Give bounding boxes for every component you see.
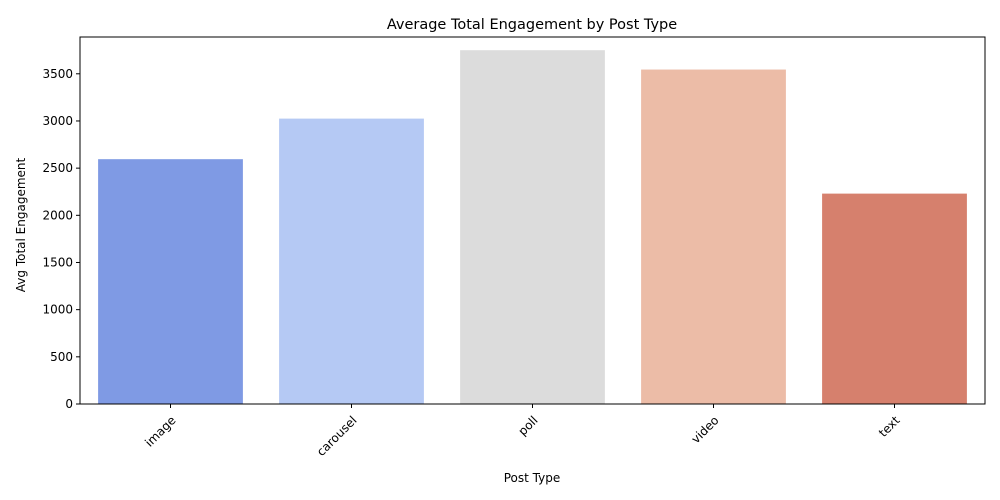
chart-title: Average Total Engagement by Post Type	[387, 17, 677, 33]
x-axis-label: Post Type	[504, 471, 560, 485]
x-tick-label-text: text	[876, 413, 903, 440]
bar-image	[98, 159, 243, 404]
bar-video	[641, 69, 786, 405]
bar-text	[822, 193, 967, 404]
y-axis-label: Avg Total Engagement	[14, 157, 28, 292]
x-tick-label-image: image	[142, 413, 178, 449]
y-tick-label: 3000	[42, 114, 73, 128]
y-tick-label: 500	[50, 350, 73, 364]
y-tick-label: 3500	[42, 67, 73, 81]
y-tick-label: 1000	[42, 303, 73, 317]
bar-poll	[460, 50, 605, 405]
y-tick-label: 0	[65, 397, 73, 411]
y-tick-label: 2500	[42, 161, 73, 175]
x-tick-label-video: video	[689, 413, 722, 446]
x-tick-label-carousel: carousel	[314, 413, 360, 459]
plot-frame	[79, 36, 986, 405]
bar-carousel	[279, 118, 424, 404]
y-tick-label: 1500	[42, 255, 73, 269]
plot-area: 0 500 1000 1500 2000 2500 3000 3500 image carouse…	[42, 36, 986, 459]
x-tick-label-poll: poll	[515, 413, 540, 438]
y-tick-label: 2000	[42, 208, 73, 222]
